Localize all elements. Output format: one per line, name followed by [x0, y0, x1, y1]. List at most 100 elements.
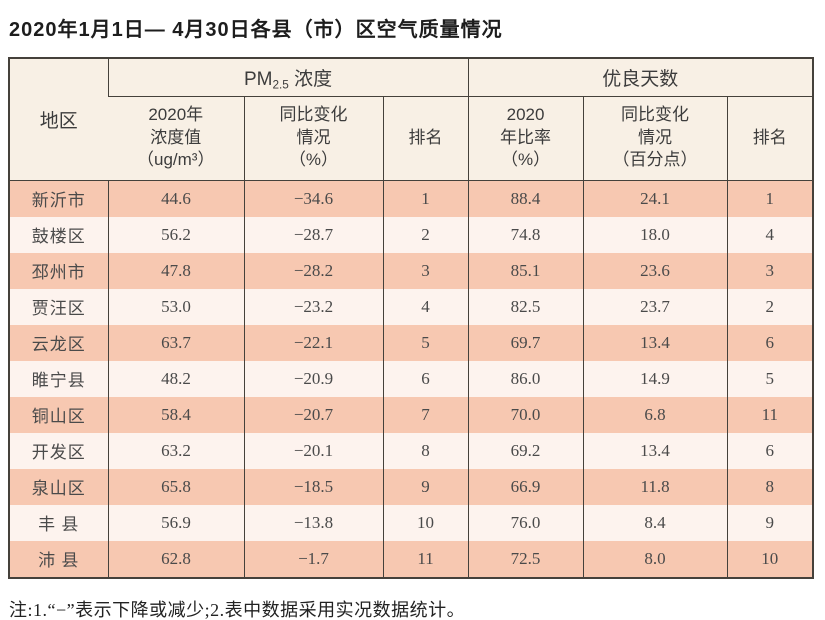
header-line-3: （%）	[500, 150, 551, 170]
cell-region: 铜山区	[9, 396, 108, 433]
cell-days-rank: 6	[726, 432, 814, 469]
cell-days-rank: 3	[726, 252, 814, 289]
cell-days-rank: 2	[726, 288, 814, 325]
table-row: 睢宁县 48.2 −20.9 6 86.0 14.9 5	[9, 360, 814, 397]
header-line-3: （百分点）	[612, 150, 698, 170]
cell-days-rate: 69.2	[467, 432, 584, 469]
cell-region: 沛 县	[9, 540, 108, 578]
cell-days-change: 6.8	[582, 396, 728, 433]
cell-days-rank: 1	[726, 180, 814, 217]
cell-pm-rank: 7	[382, 396, 469, 433]
cell-pm-rank: 2	[382, 216, 469, 253]
header-line-2: 情况	[296, 127, 331, 147]
cell-region: 邳州市	[9, 252, 108, 289]
cell-days-rate: 85.1	[467, 252, 584, 289]
table-body: 新沂市 44.6 −34.6 1 88.4 24.1 1 鼓楼区 56.2 −2…	[9, 180, 814, 578]
cell-days-change: 18.0	[582, 216, 728, 253]
table-row: 沛 县 62.8 −1.7 11 72.5 8.0 10	[9, 540, 814, 578]
cell-region: 睢宁县	[9, 360, 108, 397]
cell-region: 泉山区	[9, 468, 108, 505]
header-line-2: 情况	[638, 127, 673, 147]
cell-pm-rank: 5	[382, 324, 469, 361]
header-days-change: 同比变化 情况 （百分点）	[582, 96, 728, 181]
table-row: 泉山区 65.8 −18.5 9 66.9 11.8 8	[9, 468, 814, 505]
cell-pm-rank: 6	[382, 360, 469, 397]
cell-pm-change: −20.9	[243, 360, 383, 397]
cell-days-change: 8.0	[582, 540, 728, 578]
cell-days-rate: 70.0	[467, 396, 584, 433]
header-region: 地区	[9, 58, 108, 181]
cell-pm-value: 63.2	[107, 432, 244, 469]
header-line-1: 2020年	[148, 105, 204, 125]
cell-region: 新沂市	[9, 180, 108, 217]
cell-days-change: 23.7	[582, 288, 728, 325]
air-quality-table: 地区 PM2.5 浓度 优良天数 2020年 浓度值 （ug/m³） 同比变化 …	[8, 57, 815, 579]
table-row: 云龙区 63.7 −22.1 5 69.7 13.4 6	[9, 324, 814, 361]
cell-pm-change: −20.7	[243, 396, 383, 433]
cell-days-rank: 11	[726, 396, 814, 433]
cell-pm-value: 63.7	[107, 324, 244, 361]
table-row: 丰 县 56.9 −13.8 10 76.0 8.4 9	[9, 504, 814, 541]
cell-days-rank: 5	[726, 360, 814, 397]
cell-pm-change: −22.1	[243, 324, 383, 361]
footer-note: 注:1.“−”表示下降或减少;2.表中数据采用实况数据统计。	[9, 599, 466, 620]
pm-suffix: 浓度	[288, 68, 333, 90]
header-days-rate: 2020 年比率 （%）	[467, 96, 584, 181]
cell-pm-value: 65.8	[107, 468, 244, 505]
cell-pm-value: 48.2	[107, 360, 244, 397]
cell-pm-rank: 11	[382, 540, 469, 578]
cell-days-change: 13.4	[582, 432, 728, 469]
header-pm-group: PM2.5 浓度	[107, 58, 469, 97]
cell-pm-change: −1.7	[243, 540, 383, 578]
cell-pm-rank: 8	[382, 432, 469, 469]
cell-days-rate: 88.4	[467, 180, 584, 217]
header-line-1: 同比变化	[621, 105, 690, 125]
header-line-1: 2020	[506, 105, 545, 125]
cell-days-rate: 69.7	[467, 324, 584, 361]
cell-days-rate: 86.0	[467, 360, 584, 397]
cell-pm-change: −34.6	[243, 180, 383, 217]
table-row: 邳州市 47.8 −28.2 3 85.1 23.6 3	[9, 252, 814, 289]
cell-region: 云龙区	[9, 324, 108, 361]
header-pm-value: 2020年 浓度值 （ug/m³）	[108, 96, 244, 181]
cell-pm-value: 62.8	[107, 540, 244, 578]
cell-pm-value: 56.9	[107, 504, 244, 541]
cell-days-rate: 72.5	[467, 540, 584, 578]
header-days-rank: 排名	[726, 96, 814, 181]
header-pm-rank: 排名	[382, 96, 469, 181]
table-row: 鼓楼区 56.2 −28.7 2 74.8 18.0 4	[9, 216, 814, 253]
cell-days-rank: 9	[726, 504, 814, 541]
cell-pm-rank: 1	[382, 180, 469, 217]
cell-days-rank: 6	[726, 324, 814, 361]
cell-days-change: 14.9	[582, 360, 728, 397]
header-line-1: 同比变化	[279, 105, 348, 125]
cell-days-rate: 82.5	[467, 288, 584, 325]
group-header-row: 地区 PM2.5 浓度 优良天数	[9, 58, 814, 181]
cell-days-rank: 8	[726, 468, 814, 505]
table-row: 贾汪区 53.0 −23.2 4 82.5 23.7 2	[9, 288, 814, 325]
cell-pm-change: −20.1	[243, 432, 383, 469]
table-header: 地区 PM2.5 浓度 优良天数 2020年 浓度值 （ug/m³） 同比变化 …	[9, 58, 814, 181]
cell-region: 开发区	[9, 432, 108, 469]
cell-days-rate: 74.8	[467, 216, 584, 253]
header-pm-change: 同比变化 情况 （%）	[243, 96, 383, 181]
cell-region: 丰 县	[9, 504, 108, 541]
cell-pm-value: 44.6	[107, 180, 244, 217]
table-row: 新沂市 44.6 −34.6 1 88.4 24.1 1	[9, 180, 814, 217]
cell-days-rate: 66.9	[467, 468, 584, 505]
cell-pm-change: −23.2	[243, 288, 383, 325]
cell-pm-rank: 4	[382, 288, 469, 325]
header-line-3: （ug/m³）	[137, 150, 215, 170]
cell-region: 鼓楼区	[9, 216, 108, 253]
header-days-group: 优良天数	[467, 58, 814, 97]
cell-region: 贾汪区	[9, 288, 108, 325]
header-line-2: 浓度值	[150, 127, 202, 147]
cell-pm-rank: 3	[382, 252, 469, 289]
header-line-3: （%）	[288, 150, 339, 170]
sub-header-row: 2020年 浓度值 （ug/m³） 同比变化 情况 （%） 排名 2020 年比…	[9, 96, 814, 181]
cell-pm-rank: 10	[382, 504, 469, 541]
cell-pm-change: −13.8	[243, 504, 383, 541]
cell-days-rank: 10	[726, 540, 814, 578]
cell-pm-value: 47.8	[107, 252, 244, 289]
